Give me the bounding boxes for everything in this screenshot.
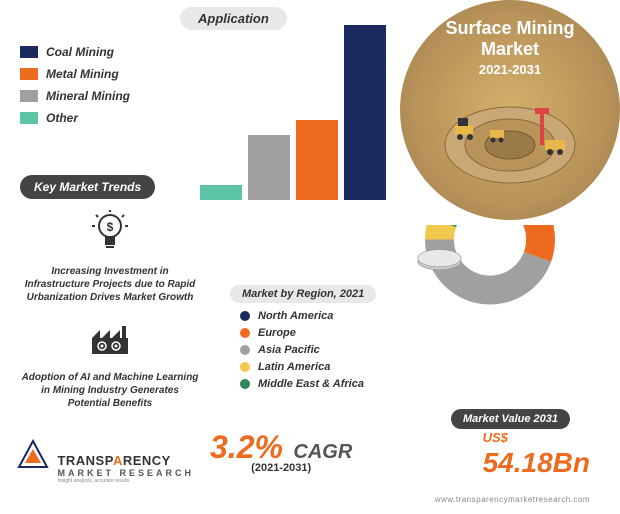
mv-currency: US$ [483, 430, 508, 445]
legend-label: Latin America [258, 361, 330, 373]
bar-mineral [248, 135, 290, 200]
legend-dot [240, 379, 250, 389]
region-legend: North America Europe Asia Pacific Latin … [240, 310, 364, 395]
legend-label: Other [46, 111, 78, 125]
legend-item: Asia Pacific [240, 344, 364, 356]
legend-label: Europe [258, 327, 296, 339]
legend-label: North America [258, 310, 333, 322]
legend-item: Other [20, 111, 130, 125]
circle-title: Surface Mining Market 2021-2031 [400, 18, 620, 77]
tmr-logo: TRANSPARENCY MARKET RESEARCH Insight ana… [15, 437, 194, 484]
trend-2-text: Adoption of AI and Machine Learning in M… [20, 371, 200, 410]
application-bar-chart [200, 20, 400, 200]
title-circle: Surface Mining Market 2021-2031 [400, 0, 620, 220]
application-legend: Coal Mining Metal Mining Mineral Mining … [20, 45, 130, 133]
trend-1: $ Increasing Investment in Infrastructur… [20, 210, 200, 304]
market-value-block: US$ 54.18Bn [483, 429, 590, 479]
legend-item: Coal Mining [20, 45, 130, 59]
bar-metal [296, 120, 338, 200]
title-line2: Market [400, 39, 620, 60]
mv-value: 54.18 [483, 447, 553, 478]
key-trends-header: Key Market Trends [20, 175, 155, 199]
legend-dot [240, 345, 250, 355]
region-donut-chart [380, 225, 600, 355]
legend-item: Metal Mining [20, 67, 130, 81]
region-header: Market by Region, 2021 [230, 285, 376, 303]
mining-illustration-icon [440, 90, 580, 190]
legend-dot [240, 311, 250, 321]
legend-label: Mineral Mining [46, 89, 130, 103]
legend-swatch [20, 112, 38, 124]
legend-swatch [20, 90, 38, 102]
title-line1: Surface Mining [400, 18, 620, 39]
trend-1-text: Increasing Investment in Infrastructure … [20, 265, 200, 304]
logo-sub: MARKET RESEARCH [57, 468, 194, 478]
legend-label: Middle East & Africa [258, 378, 364, 390]
legend-label: Asia Pacific [258, 344, 320, 356]
bar-coal [344, 25, 386, 200]
cagr-percent: 3.2% [210, 429, 283, 465]
logo-main: TRANSPARENCY [57, 453, 194, 468]
trend-2: Adoption of AI and Machine Learning in M… [20, 320, 200, 410]
legend-dot [240, 362, 250, 372]
logo-triangle-icon [15, 437, 51, 478]
svg-text:$: $ [107, 220, 114, 234]
legend-item: Europe [240, 327, 364, 339]
lightbulb-dollar-icon: $ [20, 210, 200, 260]
legend-label: Coal Mining [46, 45, 114, 59]
footer-url: www.transparencymarketresearch.com [435, 495, 590, 504]
bar-other [200, 185, 242, 200]
cagr-label: CAGR [293, 441, 352, 463]
legend-label: Metal Mining [46, 67, 119, 81]
factory-gear-icon [20, 320, 200, 366]
legend-item: Middle East & Africa [240, 378, 364, 390]
legend-item: Mineral Mining [20, 89, 130, 103]
legend-item: Latin America [240, 361, 364, 373]
market-value-header: Market Value 2031 [451, 409, 570, 429]
legend-swatch [20, 68, 38, 80]
cagr-block: 3.2% CAGR (2021-2031) [210, 429, 352, 474]
title-period: 2021-2031 [400, 62, 620, 77]
legend-swatch [20, 46, 38, 58]
logo-tagline: Insight analysis, accurate results [57, 478, 194, 484]
legend-dot [240, 328, 250, 338]
legend-item: North America [240, 310, 364, 322]
mv-unit: Bn [553, 447, 590, 478]
